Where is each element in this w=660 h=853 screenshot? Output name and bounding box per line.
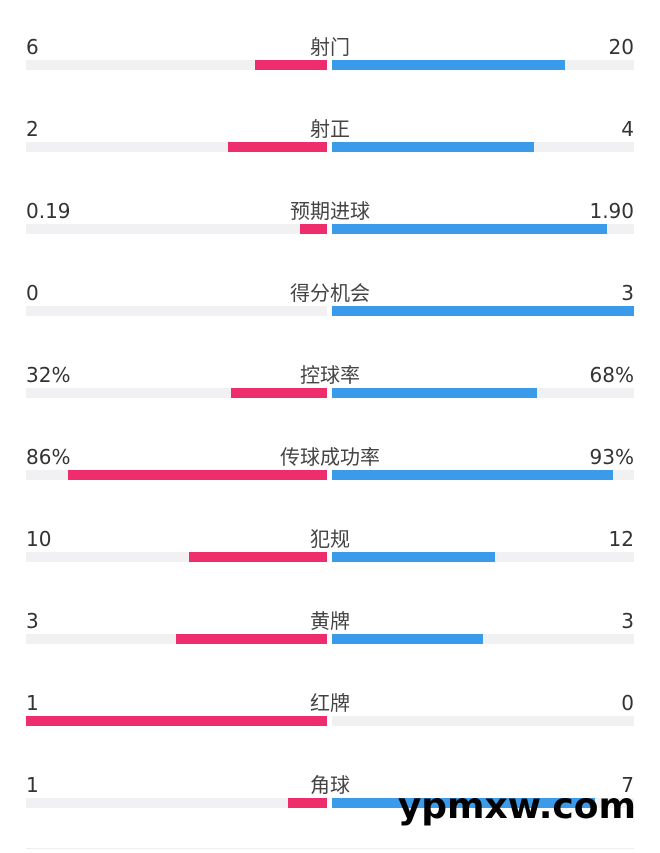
away-bar [332, 634, 483, 644]
home-bar [228, 142, 327, 152]
stat-label: 角球 [310, 773, 350, 797]
stat-label: 犯规 [310, 527, 350, 551]
away-bar [332, 798, 595, 808]
home-bar [288, 798, 327, 808]
home-value: 10 [26, 527, 52, 551]
stat-row: 0 得分机会 3 [0, 278, 660, 360]
home-value: 86% [26, 445, 71, 469]
home-bar-track [26, 634, 327, 644]
away-value: 7 [621, 773, 634, 797]
away-value: 3 [621, 281, 634, 305]
away-value: 4 [621, 117, 634, 141]
stat-label: 传球成功率 [280, 445, 380, 469]
away-bar-track [332, 224, 634, 234]
home-value: 1 [26, 773, 39, 797]
away-bar [332, 306, 634, 316]
home-value: 0.19 [26, 199, 71, 223]
home-bar [255, 60, 327, 70]
home-value: 32% [26, 363, 71, 387]
away-value: 68% [589, 363, 634, 387]
home-bar-track [26, 470, 327, 480]
home-bar [68, 470, 327, 480]
away-bar [332, 470, 613, 480]
home-bar-track [26, 60, 327, 70]
home-bar [300, 224, 327, 234]
home-value: 0 [26, 281, 39, 305]
away-value: 1.90 [589, 199, 634, 223]
stat-label: 预期进球 [290, 199, 370, 223]
stat-label: 黄牌 [310, 609, 350, 633]
away-value: 3 [621, 609, 634, 633]
home-bar-track [26, 142, 327, 152]
home-bar-track [26, 798, 327, 808]
away-value: 12 [608, 527, 634, 551]
stat-label: 射正 [310, 117, 350, 141]
home-bar-track [26, 716, 327, 726]
home-value: 2 [26, 117, 39, 141]
home-bar [176, 634, 327, 644]
away-bar-track [332, 716, 634, 726]
away-bar-track [332, 470, 634, 480]
stat-row: 0.19 预期进球 1.90 [0, 196, 660, 278]
away-bar [332, 388, 537, 398]
home-bar-track [26, 388, 327, 398]
away-bar [332, 142, 534, 152]
home-bar-track [26, 552, 327, 562]
stat-row: 10 犯规 12 [0, 524, 660, 606]
stat-row: 32% 控球率 68% [0, 360, 660, 442]
away-bar-track [332, 798, 634, 808]
away-value: 20 [608, 35, 634, 59]
away-value: 93% [589, 445, 634, 469]
away-bar [332, 224, 607, 234]
watermark-logo: ypmxw.com [397, 786, 636, 827]
away-bar-track [332, 60, 634, 70]
away-bar-track [332, 552, 634, 562]
divider [26, 848, 634, 849]
stat-row: 2 射正 4 [0, 114, 660, 196]
stat-row: 1 角球 7 [0, 770, 660, 852]
home-bar [189, 552, 327, 562]
stat-label: 红牌 [310, 691, 350, 715]
away-bar [332, 60, 565, 70]
home-value: 3 [26, 609, 39, 633]
home-bar-track [26, 306, 327, 316]
away-bar [332, 552, 495, 562]
away-bar-track [332, 388, 634, 398]
away-bar-track [332, 634, 634, 644]
away-bar-track [332, 142, 634, 152]
stat-row: 6 射门 20 [0, 32, 660, 114]
stat-label: 得分机会 [290, 281, 370, 305]
stat-label: 射门 [310, 35, 350, 59]
stat-label: 控球率 [300, 363, 360, 387]
stat-row: 1 红牌 0 [0, 688, 660, 770]
home-value: 1 [26, 691, 39, 715]
away-value: 0 [621, 691, 634, 715]
stat-row: 86% 传球成功率 93% [0, 442, 660, 524]
stat-row: 3 黄牌 3 [0, 606, 660, 688]
home-bar [231, 388, 327, 398]
away-bar-track [332, 306, 634, 316]
home-bar-track [26, 224, 327, 234]
home-bar [26, 716, 327, 726]
home-value: 6 [26, 35, 39, 59]
